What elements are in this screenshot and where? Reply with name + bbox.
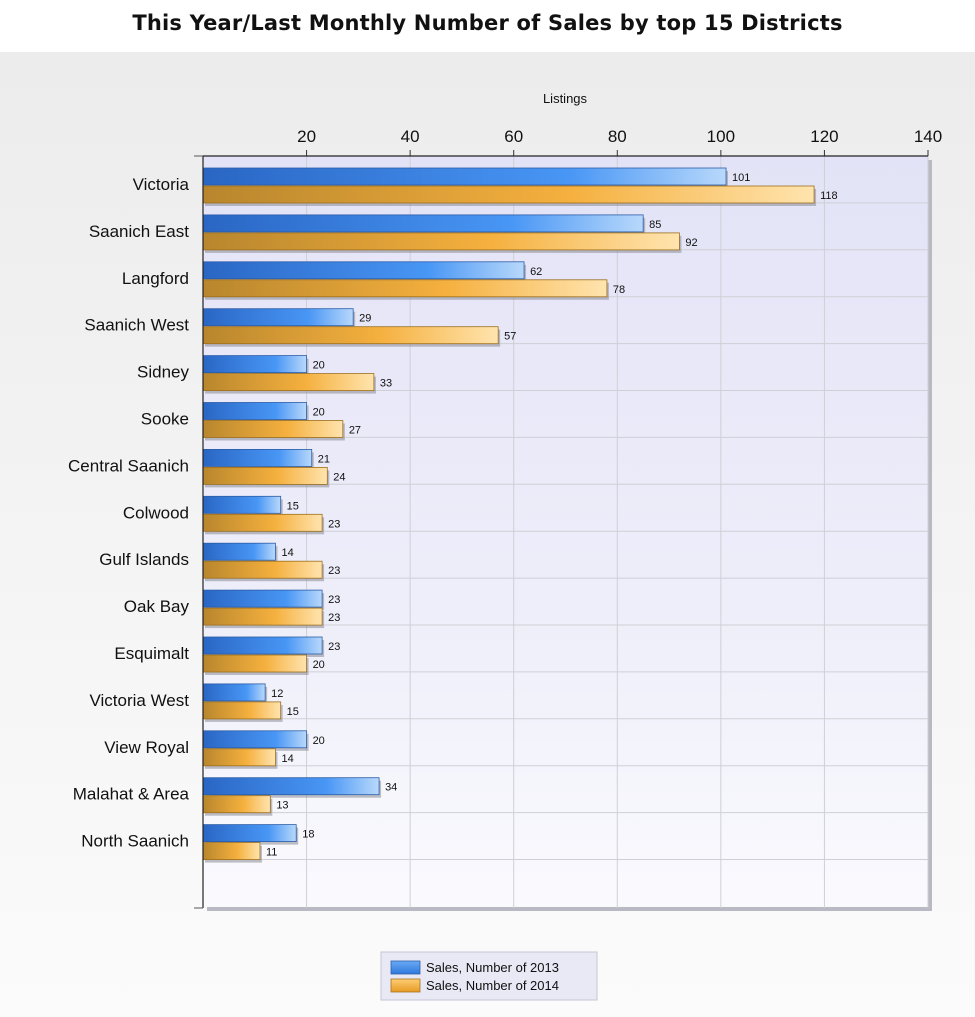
bar-2014 xyxy=(202,279,608,298)
category-label: Saanich West xyxy=(84,316,189,335)
bar-2013 xyxy=(202,542,276,561)
chart-area: 101 118 85 92 62 78 29 57 20 33 20 27 21 24 15 23 14 23 23… xyxy=(0,52,975,1017)
bar-2014 xyxy=(202,842,261,860)
value-label: 20 xyxy=(313,360,325,372)
bar-2014 xyxy=(202,513,323,532)
value-label: 18 xyxy=(302,829,314,841)
category-label: Gulf Islands xyxy=(99,550,189,569)
bar-2014 xyxy=(202,560,323,579)
bar-2014 xyxy=(202,373,375,392)
value-label: 12 xyxy=(271,688,283,700)
x-tick-label: 140 xyxy=(914,127,942,146)
value-label: 23 xyxy=(328,565,340,577)
title-bar: This Year/Last Monthly Number of Sales b… xyxy=(0,0,975,52)
bar-2014 xyxy=(202,420,344,438)
bar-2013 xyxy=(202,824,297,842)
bar-2013 xyxy=(202,355,307,374)
bar-2014 xyxy=(202,795,271,814)
category-label: North Saanich xyxy=(81,832,189,851)
value-label: 27 xyxy=(349,425,361,437)
bar-2014 xyxy=(202,185,815,204)
category-label: Esquimalt xyxy=(114,644,189,663)
value-label: 101 xyxy=(732,172,750,184)
legend-swatch-2014 xyxy=(390,978,421,993)
value-label: 62 xyxy=(530,266,542,278)
category-label: Sidney xyxy=(137,363,189,382)
value-label: 29 xyxy=(359,313,371,325)
value-label: 15 xyxy=(287,706,299,718)
bar-2014 xyxy=(202,654,307,673)
value-label: 21 xyxy=(318,453,330,465)
bar-2013 xyxy=(202,683,266,702)
category-labels: Victoria Saanich East Langford Saanich West… xyxy=(68,175,190,851)
category-label: Colwood xyxy=(123,503,189,522)
bar-2013 xyxy=(202,636,323,655)
category-label: Oak Bay xyxy=(124,597,190,616)
value-label: 23 xyxy=(328,594,340,606)
value-label: 15 xyxy=(287,500,299,512)
value-label: 23 xyxy=(328,518,340,530)
value-label: 14 xyxy=(282,753,294,765)
value-label: 78 xyxy=(613,284,625,296)
category-label: Saanich East xyxy=(89,222,189,241)
bar-2013 xyxy=(202,167,727,186)
bar-2014 xyxy=(202,232,680,251)
value-label: 57 xyxy=(504,331,516,343)
value-label: 118 xyxy=(820,190,838,202)
value-label: 23 xyxy=(328,612,340,624)
bar-2013 xyxy=(202,495,282,514)
value-label: 23 xyxy=(328,641,340,653)
value-label: 14 xyxy=(282,547,294,559)
legend-label-2014: Sales, Number of 2014 xyxy=(426,978,559,993)
bar-2014 xyxy=(202,466,328,485)
x-tick-label: 80 xyxy=(608,127,627,146)
bar-2013 xyxy=(202,448,313,467)
category-label: Sooke xyxy=(141,410,189,429)
x-tick-label: 60 xyxy=(504,127,523,146)
bar-2013 xyxy=(202,261,525,280)
category-label: Malahat & Area xyxy=(73,785,190,804)
bar-2013 xyxy=(202,589,323,608)
value-label: 34 xyxy=(385,782,397,794)
value-label: 85 xyxy=(649,219,661,231)
x-axis-ticks: 20 40 60 80 100 120 140 xyxy=(297,127,942,156)
category-label: Victoria xyxy=(133,175,190,194)
bar-2014 xyxy=(202,326,499,345)
legend-swatch-2013 xyxy=(390,960,421,975)
value-label: 20 xyxy=(313,735,325,747)
value-label: 24 xyxy=(333,471,345,483)
x-tick-label: 120 xyxy=(810,127,838,146)
page-title: This Year/Last Monthly Number of Sales b… xyxy=(132,11,843,35)
value-label: 33 xyxy=(380,378,392,390)
category-label: Victoria West xyxy=(89,691,189,710)
x-tick-label: 40 xyxy=(401,127,420,146)
bar-2013 xyxy=(202,402,307,420)
value-label: 20 xyxy=(313,407,325,419)
value-label: 11 xyxy=(266,847,277,859)
value-label: 92 xyxy=(685,237,697,249)
bars xyxy=(202,167,817,863)
value-label: 13 xyxy=(276,800,288,812)
bar-2014 xyxy=(202,748,276,767)
bar-2013 xyxy=(202,730,307,749)
bar-2013 xyxy=(202,214,644,233)
x-axis-title: Listings xyxy=(543,91,588,106)
x-tick-label: 100 xyxy=(707,127,735,146)
category-label: View Royal xyxy=(104,738,189,757)
bar-2014 xyxy=(202,607,323,626)
bar-2014 xyxy=(202,701,282,720)
value-label: 20 xyxy=(313,659,325,671)
x-tick-label: 20 xyxy=(297,127,316,146)
legend: Sales, Number of 2013 Sales, Number of 2… xyxy=(380,951,598,1001)
bar-2013 xyxy=(202,777,380,796)
bar-2013 xyxy=(202,308,354,327)
category-label: Central Saanich xyxy=(68,456,189,475)
legend-label-2013: Sales, Number of 2013 xyxy=(426,960,559,975)
category-label: Langford xyxy=(122,269,189,288)
